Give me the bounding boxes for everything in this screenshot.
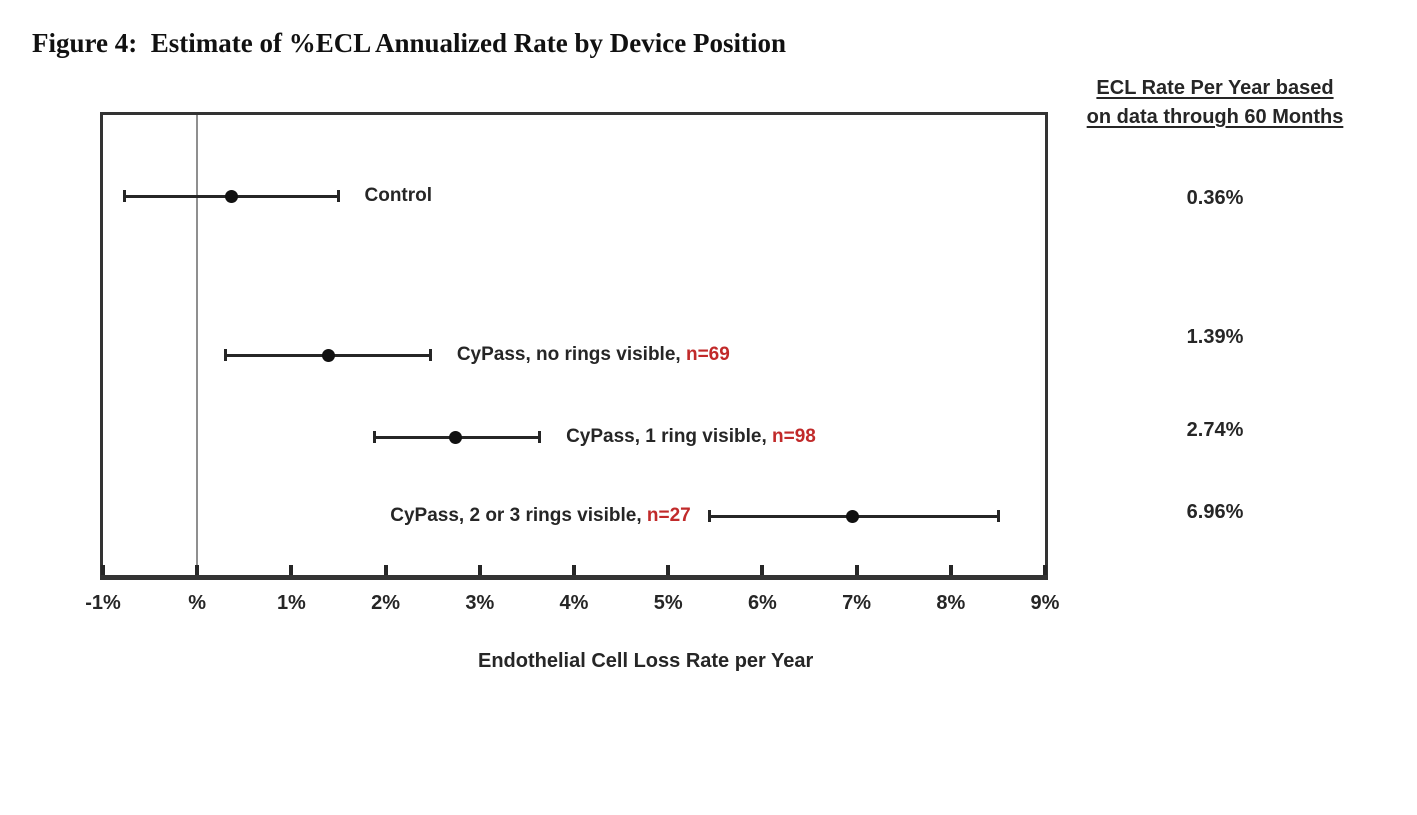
x-tick-mark <box>101 565 105 575</box>
x-tick-mark <box>289 565 294 575</box>
zero-gridline <box>196 115 199 575</box>
x-tick-label: % <box>188 592 207 614</box>
right-column-header-line2: on data through 60 Months <box>1086 106 1344 128</box>
x-tick-label: 4% <box>559 592 589 614</box>
group-n-label: n=69 <box>685 344 730 365</box>
group-label: CyPass, no rings visible, n=69 <box>457 342 730 368</box>
x-tick-mark <box>572 565 576 575</box>
x-tick-mark <box>854 565 859 575</box>
group-label-text: Control <box>364 185 433 206</box>
rate-value-1-ring: 2.74% <box>1186 419 1244 441</box>
group-label: CyPass, 1 ring visible, n=98 <box>566 424 816 450</box>
estimate-dot <box>846 510 860 523</box>
x-tick-mark <box>1043 565 1047 575</box>
rate-value-no-rings: 1.39% <box>1186 326 1244 348</box>
ci-cap-left <box>707 510 711 522</box>
x-tick-label: 7% <box>842 592 872 614</box>
group-label: CyPass, 2 or 3 rings visible, n=27 <box>390 503 690 529</box>
right-column-header: ECL Rate Per Year based on data through … <box>1055 74 1375 132</box>
x-tick-label: 3% <box>465 592 495 614</box>
x-axis-ticks: -1%% 1% 2% 3% 4% 5% 6% 7% 8% 9% <box>85 592 1059 622</box>
group-n-label: n=27 <box>646 505 691 526</box>
plot-area: Control CyPass, no rings visible, n=69 CyP… <box>100 112 1048 580</box>
ci-cap-right <box>428 349 432 361</box>
estimate-dot <box>448 431 462 444</box>
x-tick-mark <box>760 565 765 575</box>
ci-cap-right <box>996 510 1000 522</box>
x-tick-label: 8% <box>936 592 966 614</box>
group-n-label: n=98 <box>772 426 816 447</box>
x-tick-mark <box>477 565 482 575</box>
x-tick-label: 9% <box>1030 592 1060 614</box>
x-tick-label: 2% <box>371 592 401 614</box>
estimate-dot <box>224 190 238 203</box>
estimate-dot <box>321 349 335 362</box>
x-tick-label: 1% <box>276 592 306 614</box>
group-label-text: CyPass, no rings visible, <box>456 344 686 365</box>
right-column-header-line1: ECL Rate Per Year based <box>1096 77 1334 99</box>
ci-cap-left <box>373 431 377 443</box>
x-tick-mark <box>383 565 388 575</box>
ci-cap-right <box>336 190 340 202</box>
x-tick-label: 5% <box>653 592 683 614</box>
group-label-text: CyPass, 2 or 3 rings visible, <box>390 505 647 526</box>
x-axis-label: Endothelial Cell Loss Rate per Year <box>478 650 814 672</box>
group-label-text: CyPass, 1 ring visible, <box>566 426 773 447</box>
x-tick-label: 6% <box>747 592 777 614</box>
x-tick-label: -1% <box>85 592 121 614</box>
group-label: Control <box>365 183 433 209</box>
ci-cap-right <box>538 431 542 443</box>
x-tick-mark <box>666 565 671 575</box>
figure-title: Figure 4: Estimate of %ECL Annualized Ra… <box>32 28 786 58</box>
rate-value-control: 0.36% <box>1186 187 1244 209</box>
ci-cap-left <box>224 349 228 361</box>
x-tick-mark <box>195 565 200 575</box>
ci-cap-left <box>122 190 126 202</box>
x-tick-mark <box>948 565 953 575</box>
rate-value-2-3-rings: 6.96% <box>1186 501 1244 523</box>
